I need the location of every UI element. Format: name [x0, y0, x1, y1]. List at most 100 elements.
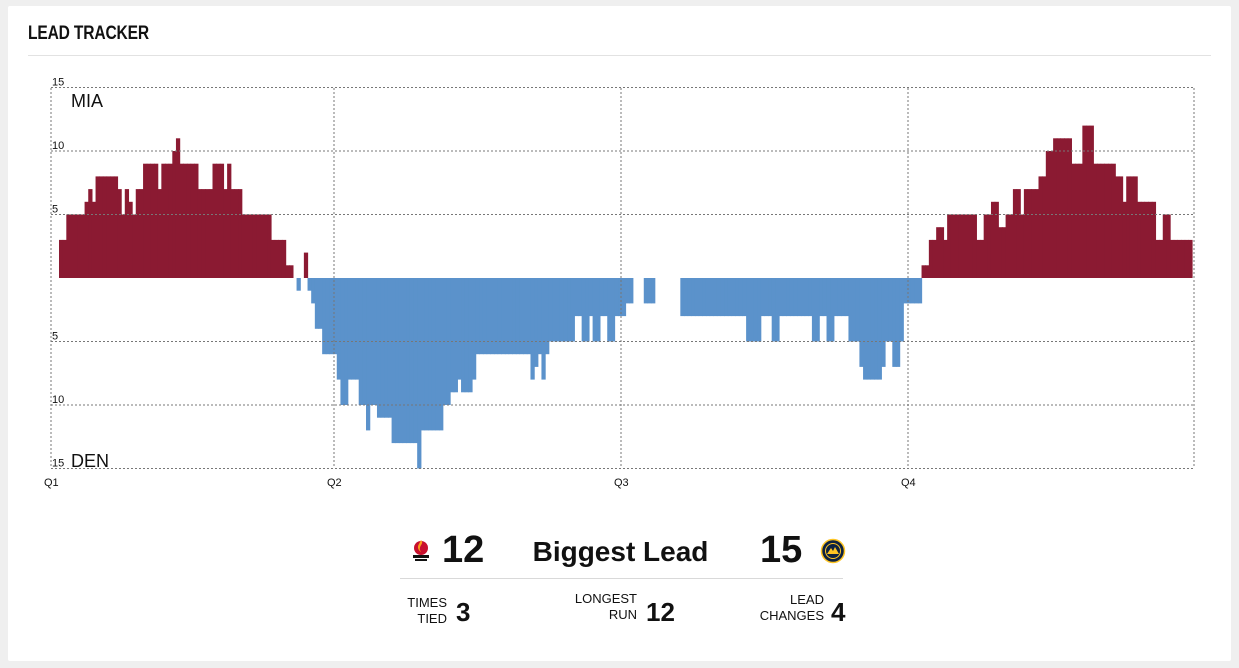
lead-bar [322, 278, 327, 355]
lead-bar [928, 239, 934, 278]
lead-bar [439, 278, 444, 431]
lead-bar [172, 151, 177, 278]
lead-bar [347, 278, 352, 380]
lead-bar [782, 278, 787, 317]
lead-bar [307, 278, 312, 291]
lead-bar [77, 214, 82, 278]
lead-bar [183, 163, 188, 278]
lead-bar [859, 278, 864, 367]
lead-bar [139, 189, 144, 278]
lead-bar [1177, 239, 1182, 278]
lead-bar [128, 201, 133, 278]
lead-bar [753, 278, 758, 342]
lead-bar [614, 278, 619, 317]
lead-bar [786, 278, 791, 317]
lead-bar [1009, 214, 1014, 278]
lead-bar [223, 189, 228, 278]
lead-bar [585, 278, 590, 342]
lead-bar [453, 278, 458, 393]
lead-bar [501, 278, 506, 355]
lead-bar [1104, 163, 1109, 278]
lead-bar [713, 278, 718, 317]
lead-bar [1126, 176, 1131, 278]
lead-bar [687, 278, 692, 317]
lead-bar [84, 201, 89, 278]
lead-bar [1067, 138, 1072, 278]
lead-bar [409, 278, 415, 444]
lead-bar [512, 278, 517, 355]
lead-bar [1159, 239, 1164, 278]
lead-bar [1001, 227, 1007, 278]
lead-bar [1093, 163, 1098, 278]
lead-bar [515, 278, 521, 355]
lead-bar [596, 278, 601, 342]
lead-bar [1115, 176, 1120, 278]
lead-bar [329, 278, 334, 355]
lead-bar [526, 278, 532, 355]
lead-bar [958, 214, 963, 278]
lead-bar [490, 278, 495, 355]
lead-bar [848, 278, 853, 342]
lead-bar [1082, 125, 1087, 278]
x-tick-label: Q1 [44, 477, 59, 489]
lead-bar [311, 278, 316, 304]
lead-bar [592, 278, 597, 342]
lead-bar [1140, 201, 1146, 278]
lead-bar [881, 278, 886, 367]
y-tick-label: 5 [52, 204, 58, 216]
lead-bar [154, 163, 159, 278]
lead-changes-value: 4 [831, 597, 846, 627]
lead-bar [1148, 201, 1153, 278]
lead-bar [285, 265, 290, 278]
lead-bar [808, 278, 813, 317]
lead-bar [157, 189, 162, 278]
lead-bar [815, 278, 820, 342]
lead-bar [1031, 189, 1036, 278]
lead-bar [402, 278, 407, 444]
lead-bar [746, 278, 751, 342]
lead-bar [691, 278, 696, 317]
lead-bar [621, 278, 627, 317]
lead-bar [175, 138, 181, 278]
lead-bar [563, 278, 568, 342]
lead-bar [735, 278, 740, 317]
lead-bar [855, 278, 860, 342]
lead-bar [720, 278, 725, 317]
lead-bar [819, 278, 824, 317]
lead-bar [1086, 125, 1091, 278]
lead-bar [742, 278, 747, 317]
mia-biggest-lead-value: 12 [442, 529, 485, 571]
lead-bar [256, 214, 261, 278]
lead-bar [987, 214, 992, 278]
lead-bar [497, 278, 502, 355]
lead-bar [727, 278, 733, 317]
lead-bar [212, 163, 217, 278]
lead-bar [366, 278, 371, 431]
lead-bar [1075, 163, 1080, 278]
lead-bar [1151, 201, 1157, 278]
lead-bar [1071, 163, 1076, 278]
lead-bar [1056, 138, 1062, 278]
lead-bar [768, 278, 773, 317]
nuggets-logo-icon [820, 538, 846, 564]
lead-bar [164, 163, 170, 278]
lead-bar [380, 278, 385, 418]
lead-bar [866, 278, 871, 380]
lead-bar [479, 278, 484, 355]
lead-bar [954, 214, 959, 278]
lead-bar [464, 278, 469, 393]
lead-bar [976, 239, 981, 278]
lead-bar [760, 278, 765, 317]
lead-bar [797, 278, 802, 317]
lead-bar [793, 278, 798, 317]
times-tied-label: TIMES TIED [407, 595, 447, 626]
lead-bar [161, 163, 166, 278]
lead-bar [91, 201, 97, 278]
lead-bar [201, 189, 206, 278]
lead-bar [556, 278, 561, 342]
lead-bar [1034, 189, 1040, 278]
lead-bar [921, 265, 926, 278]
lead-bar [570, 278, 575, 342]
lead-bar [903, 278, 908, 304]
lead-bar [424, 278, 429, 431]
